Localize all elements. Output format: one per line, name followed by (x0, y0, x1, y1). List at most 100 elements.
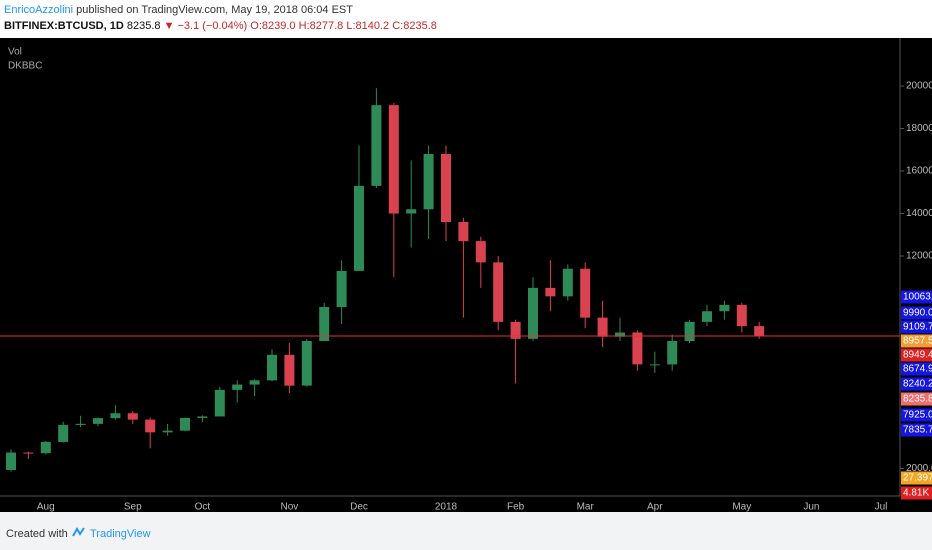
created-with: Created with (6, 528, 68, 540)
candle-body (180, 417, 190, 431)
x-tick-label: Jul (875, 502, 888, 512)
low: L:8140.2 (346, 20, 390, 32)
candle-body (528, 287, 538, 339)
price-label-box (901, 348, 932, 362)
high: H:8277.8 (298, 20, 344, 32)
price-label-box (901, 486, 932, 500)
candle-body (249, 380, 260, 385)
price-label: 8674.9 (903, 364, 932, 375)
price-label: 9990.0 (903, 308, 932, 319)
published: published on TradingView.com, May 19, 20… (76, 4, 353, 16)
price-label: 27.397K (903, 473, 932, 484)
y-tick-label: 2000.0 (906, 463, 932, 474)
footer: Created with TradingView (0, 512, 932, 550)
candle-body (371, 105, 382, 186)
candle-body (406, 209, 417, 214)
price-label: 7925.0 (903, 410, 932, 421)
candle-body (475, 241, 486, 263)
candle-body (736, 304, 747, 327)
price-label-box (901, 334, 932, 348)
author[interactable]: EnricoAzzolini (4, 4, 74, 16)
candle-body (336, 270, 347, 307)
x-tick-label: Mar (577, 502, 595, 512)
candle-body (145, 419, 156, 433)
candle-body (354, 185, 364, 271)
candle-body (510, 321, 521, 339)
candle-body (719, 304, 730, 312)
candle-body (319, 306, 330, 341)
candle-body (441, 154, 451, 222)
price-label: 8957.5 (903, 336, 932, 347)
brand-logo (72, 527, 85, 537)
candle-body (6, 452, 16, 470)
price-label-box (901, 408, 932, 422)
price-label-box (901, 306, 932, 320)
last-price: 8235.8 (126, 20, 161, 32)
candle-body (632, 332, 643, 365)
candle-body (214, 389, 225, 417)
y-tick-label: 14000.0 (906, 208, 932, 219)
header: EnricoAzzolini published on TradingView.… (0, 0, 932, 38)
x-tick-label: 2018 (435, 502, 458, 512)
candle-body (702, 311, 712, 322)
price-label: 8949.4 (903, 350, 932, 361)
x-tick-label: Jun (803, 502, 819, 512)
price-label-box (901, 377, 932, 391)
candle-body (23, 452, 34, 454)
candle-body (75, 423, 86, 425)
price-label: 9109.7 (903, 322, 932, 333)
candle-body (58, 424, 69, 442)
y-tick-label: 12000.0 (906, 251, 932, 262)
price-label-box (901, 471, 932, 485)
change: ▼ −3.1 (−0.04%) (163, 20, 248, 32)
publish-line: EnricoAzzolini published on TradingView.… (4, 4, 353, 16)
x-tick-label: Sep (124, 502, 142, 512)
indicator-label: Vol (8, 47, 22, 58)
x-tick-label: Nov (281, 502, 299, 512)
price-label: 8240.2 (903, 379, 932, 390)
open: O:8239.0 (250, 20, 296, 32)
price-label: 8235.8 (903, 394, 932, 405)
candle-body (423, 154, 434, 210)
chart: Vol DKBBC 20000.0 18000.0 16000.0 14000.0 12… (0, 38, 932, 512)
y-tick-label: 20000.0 (906, 81, 932, 92)
candle-body (301, 340, 312, 386)
price-label-box (901, 320, 932, 334)
price-label-box (901, 392, 932, 406)
price-label-box (901, 362, 932, 376)
candle-body (197, 416, 208, 418)
x-tick-label: Aug (37, 502, 55, 512)
y-tick-label: 16000.0 (906, 166, 932, 177)
symbol: BITFINEX:BTCUSD, 1D (4, 20, 124, 32)
candle-body (267, 354, 277, 381)
indicator-label: DKBBC (8, 61, 42, 72)
price-label: 7835.7 (903, 425, 932, 436)
candle-body (388, 105, 399, 214)
x-tick-label: Oct (195, 502, 211, 512)
close: C:8235.8 (392, 20, 437, 32)
symbol-line: BITFINEX:BTCUSD, 1D 8235.8 ▼ −3.1 (−0.04… (4, 20, 437, 32)
candle-body (545, 287, 556, 297)
y-tick-label: 18000.0 (906, 123, 932, 134)
price-label: 10063.1 (903, 292, 932, 303)
price-label: 4.81K (903, 488, 929, 499)
candle-body (40, 441, 51, 454)
candle-body (684, 321, 695, 341)
candle-body (93, 418, 103, 424)
candle-body (667, 340, 678, 365)
candle-body (649, 364, 660, 366)
candle-body (284, 354, 295, 386)
candle-body (493, 262, 504, 322)
price-label-box (901, 423, 932, 437)
candle-body (754, 326, 765, 336)
price-label-box (901, 290, 932, 304)
candle-body (110, 413, 121, 419)
brand[interactable]: TradingView (90, 528, 151, 540)
candle-body (597, 317, 608, 337)
candle-body (127, 413, 138, 420)
x-tick-label: Feb (507, 502, 525, 512)
chart-background (0, 38, 932, 512)
x-tick-label: Apr (647, 502, 663, 512)
candle-body (562, 268, 573, 297)
